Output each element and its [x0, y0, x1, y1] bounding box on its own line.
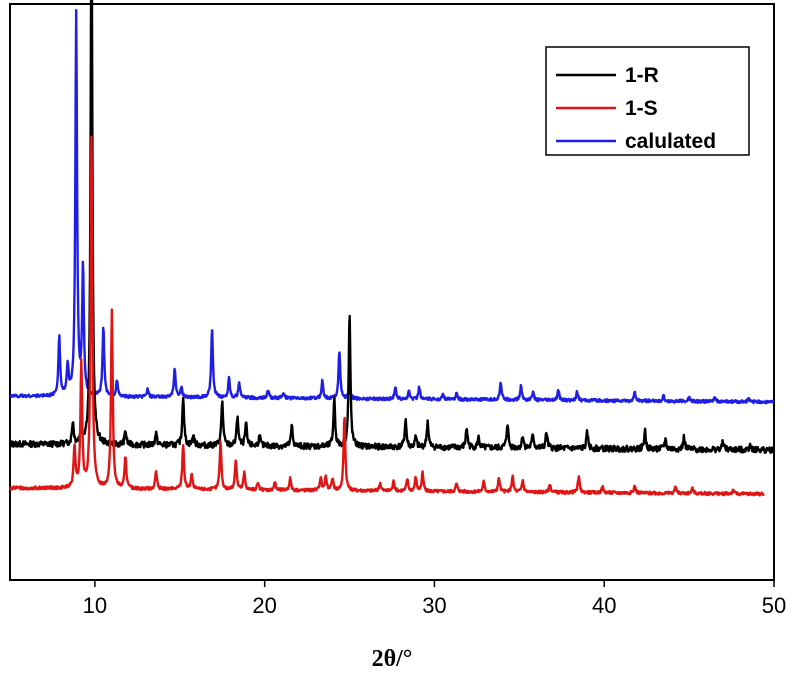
x-tick-label: 50	[762, 593, 786, 618]
x-axis: 10 20 30 40 50	[83, 580, 786, 618]
x-tick-label: 10	[83, 593, 107, 618]
plot-frame	[9, 3, 775, 581]
series-layer	[8, 0, 776, 497]
series-line-1-r	[8, 0, 776, 454]
series-line-1-s	[8, 135, 765, 497]
legend-label: calulated	[625, 130, 716, 153]
x-tick-label: 30	[422, 593, 446, 618]
x-tick-label: 40	[592, 593, 616, 618]
x-tick-label: 20	[252, 593, 276, 618]
legend-label: 1-S	[625, 97, 658, 120]
legend-box	[545, 46, 750, 156]
series-line-calulated	[9, 8, 775, 405]
legend-label: 1-R	[625, 64, 659, 87]
legend: 1-R 1-S calulated	[545, 46, 750, 156]
x-axis-title: 2θ/°	[372, 646, 413, 672]
